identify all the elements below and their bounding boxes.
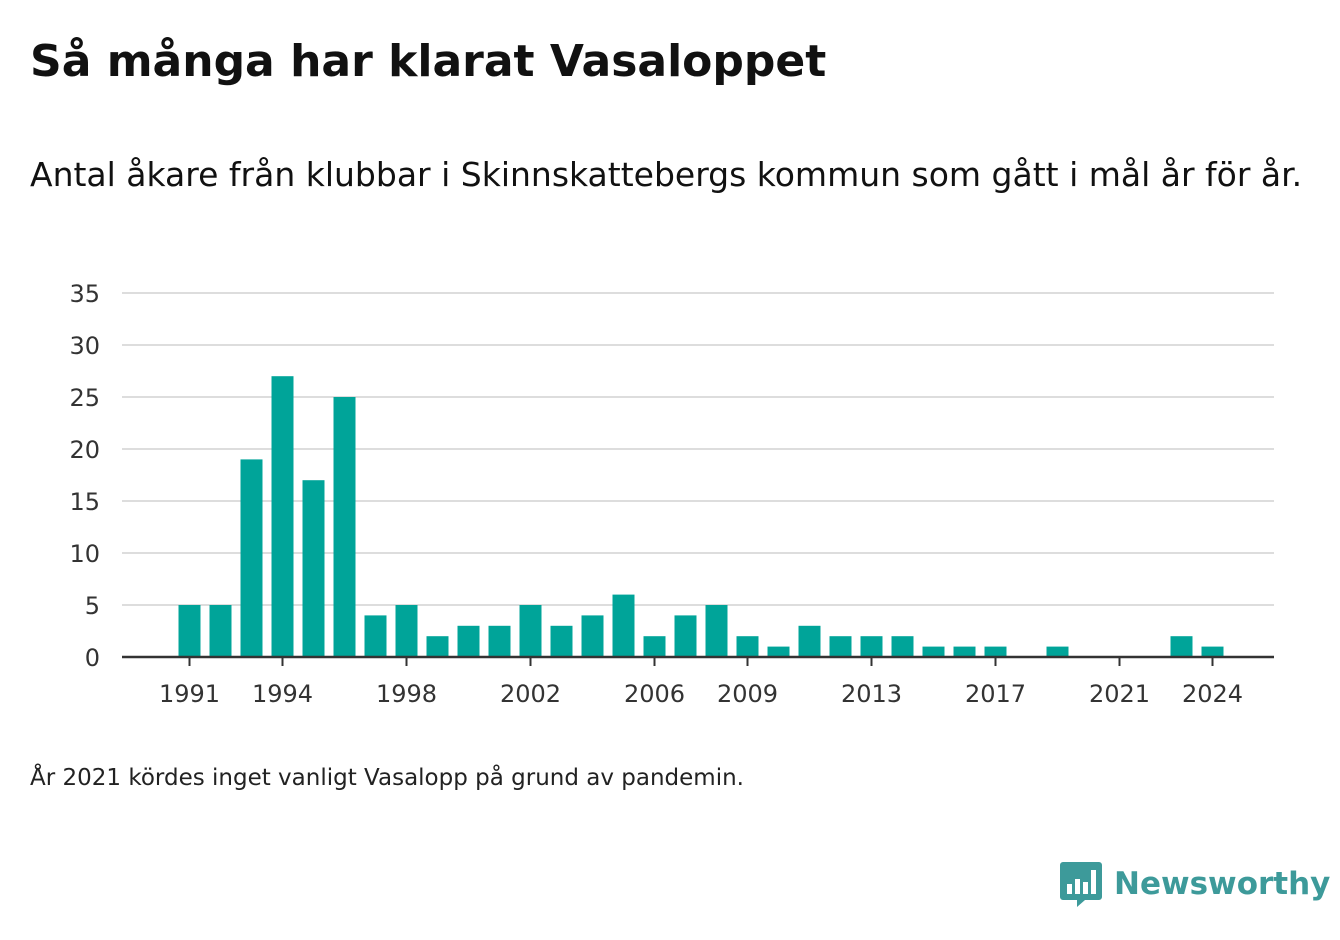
bar-1995 xyxy=(302,480,325,657)
y-tick-label: 30 xyxy=(69,332,100,360)
x-tick-label: 2017 xyxy=(965,680,1026,708)
bar-2003 xyxy=(550,625,573,657)
bar-1992 xyxy=(209,605,232,657)
bar-2002 xyxy=(519,605,542,657)
x-tick-label: 2002 xyxy=(500,680,561,708)
bar-2015 xyxy=(922,646,945,657)
bar-2008 xyxy=(705,605,728,657)
brand-logo: Newsworthy xyxy=(1060,860,1330,908)
bar-2013 xyxy=(860,636,883,657)
bar-chart: 0 5 10 15 20 25 30 35 1991 1994 1998 2002 2006 2009 2… xyxy=(69,280,1274,708)
bar-2011 xyxy=(798,625,821,657)
footnote: År 2021 kördes inget vanligt Vasalopp på… xyxy=(30,765,744,791)
x-tick-label: 2013 xyxy=(841,680,902,708)
chart-subtitle: Antal åkare från klubbar i Skinnskattebe… xyxy=(30,155,1303,194)
bar-2006 xyxy=(643,636,666,657)
x-tick-label: 1998 xyxy=(376,680,437,708)
bar-2005 xyxy=(612,594,635,657)
x-axis xyxy=(122,655,1274,666)
bar-2010 xyxy=(767,646,790,657)
x-tick-label: 2024 xyxy=(1182,680,1243,708)
bar-2009 xyxy=(736,636,759,657)
bar-2014 xyxy=(891,636,914,657)
bar-2019 xyxy=(1046,646,1069,657)
x-tick-label: 2006 xyxy=(624,680,685,708)
bars xyxy=(178,376,1224,657)
x-tick-label: 1994 xyxy=(252,680,313,708)
y-tick-label: 20 xyxy=(69,436,100,464)
bar-2017 xyxy=(984,646,1007,657)
x-tick-label: 1991 xyxy=(159,680,220,708)
x-tick-label: 2009 xyxy=(717,680,778,708)
bar-2023 xyxy=(1170,636,1193,657)
newsworthy-logo-icon xyxy=(1060,862,1102,907)
bar-2000 xyxy=(457,625,480,657)
bar-1993 xyxy=(240,459,263,657)
y-axis-labels: 0 5 10 15 20 25 30 35 xyxy=(69,280,100,672)
bar-1996 xyxy=(333,397,356,657)
bar-2001 xyxy=(488,625,511,657)
y-tick-label: 15 xyxy=(69,488,100,516)
y-tick-label: 0 xyxy=(85,644,100,672)
brand-name: Newsworthy xyxy=(1114,866,1331,902)
bar-1997 xyxy=(364,615,387,657)
bar-1991 xyxy=(178,605,201,657)
x-axis-labels: 1991 1994 1998 2002 2006 2009 2013 2017 2021 2024 xyxy=(159,680,1243,708)
chart-title: Så många har klarat Vasaloppet xyxy=(30,36,827,87)
gridlines xyxy=(122,292,1274,606)
bar-2007 xyxy=(674,615,697,657)
bar-2012 xyxy=(829,636,852,657)
y-tick-label: 25 xyxy=(69,384,100,412)
bar-1999 xyxy=(426,636,449,657)
bar-1994 xyxy=(271,376,294,657)
bar-1998 xyxy=(395,605,418,657)
x-tick-label: 2021 xyxy=(1089,680,1150,708)
bar-2016 xyxy=(953,646,976,657)
bar-2024 xyxy=(1201,646,1224,657)
y-tick-label: 5 xyxy=(85,592,100,620)
y-tick-label: 10 xyxy=(69,540,100,568)
bar-2004 xyxy=(581,615,604,657)
y-tick-label: 35 xyxy=(69,280,100,308)
